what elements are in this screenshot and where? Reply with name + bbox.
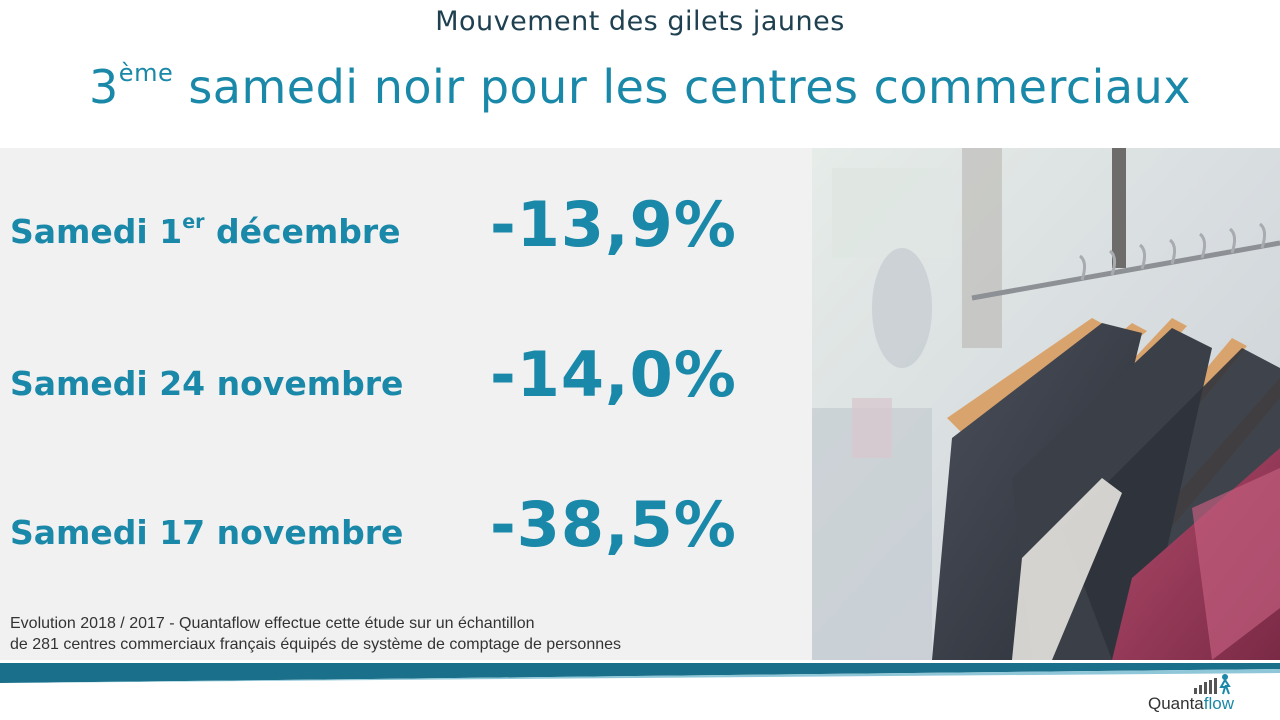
note-line-1: Evolution 2018 / 2017 - Quantaflow effec… [10, 615, 535, 632]
row-label-2: Samedi 24 novembre [10, 364, 403, 403]
row-label-1-suffix: décembre [204, 212, 401, 251]
title-number: 3 [89, 60, 119, 114]
row-value-3: -38,5% [490, 488, 737, 561]
row-label-1: Samedi 1er décembre [10, 211, 401, 251]
page-subtitle: Mouvement des gilets jaunes [435, 6, 845, 37]
bottom-band [0, 663, 1280, 683]
row-label-3: Samedi 17 novembre [10, 513, 403, 552]
row-label-3-text: Samedi 17 novembre [10, 513, 404, 552]
stats-panel [0, 148, 812, 660]
row-label-1-sup: er [182, 211, 205, 233]
title-superscript: ème [118, 58, 174, 87]
page-title: 3ème samedi noir pour les centres commer… [0, 58, 1280, 114]
row-value-2: -14,0% [490, 338, 737, 411]
bar-chart-icon [1194, 674, 1231, 695]
logo-text-part2: flow [1203, 694, 1234, 713]
logo-text: Quantaflow [1148, 694, 1234, 714]
note-line-2: de 281 centres commerciaux français équi… [10, 636, 622, 653]
logo-text-part1: Quanta [1148, 694, 1204, 713]
row-value-1: -13,9% [490, 188, 737, 261]
methodology-note: Evolution 2018 / 2017 - Quantaflow effec… [10, 613, 800, 655]
clothes-rack-photo [812, 148, 1280, 660]
title-text: samedi noir pour les centres commerciaux [173, 60, 1191, 114]
row-label-2-text: Samedi 24 novembre [10, 364, 404, 403]
quantaflow-logo: Quantaflow [1148, 672, 1270, 714]
row-label-1-text: Samedi 1 [10, 212, 183, 251]
